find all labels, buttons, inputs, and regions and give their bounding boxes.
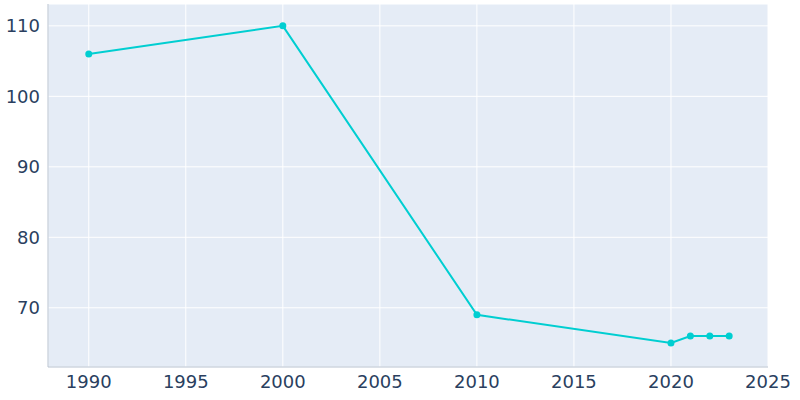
svg-text:2000: 2000 bbox=[260, 371, 306, 392]
svg-text:100: 100 bbox=[8, 86, 40, 107]
svg-text:2005: 2005 bbox=[357, 371, 403, 392]
svg-text:70: 70 bbox=[17, 297, 40, 318]
svg-text:2015: 2015 bbox=[551, 371, 597, 392]
svg-text:1995: 1995 bbox=[163, 371, 209, 392]
svg-text:1990: 1990 bbox=[66, 371, 112, 392]
svg-text:110: 110 bbox=[8, 15, 40, 36]
svg-text:2020: 2020 bbox=[648, 371, 694, 392]
svg-text:2010: 2010 bbox=[454, 371, 500, 392]
svg-text:80: 80 bbox=[17, 227, 40, 248]
svg-text:90: 90 bbox=[17, 156, 40, 177]
svg-text:2025: 2025 bbox=[745, 371, 791, 392]
